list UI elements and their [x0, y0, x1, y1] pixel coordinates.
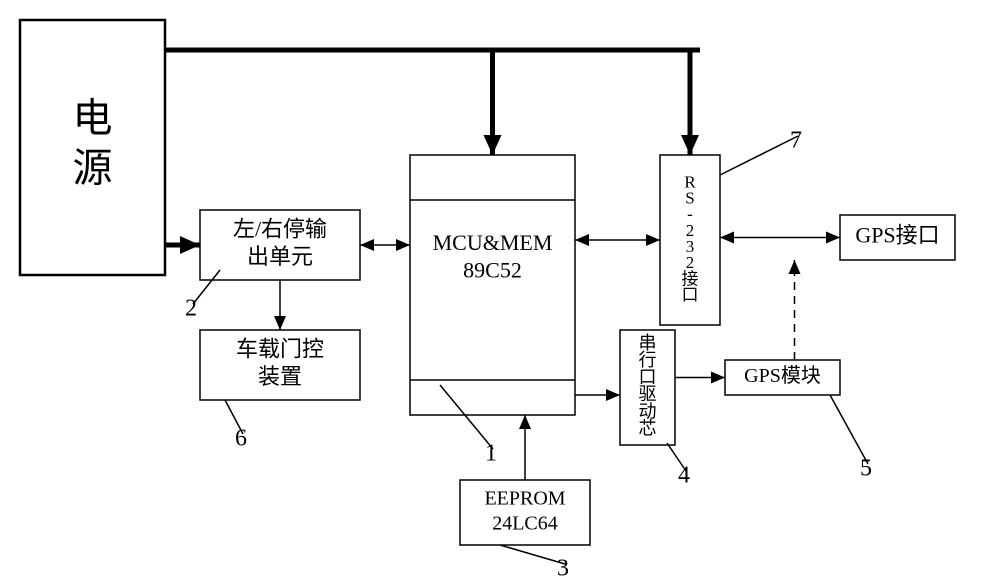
label-n4: 4	[678, 463, 690, 489]
mcu-text-0: MCU&MEM	[433, 230, 553, 255]
gpsif-text-0: GPS接口	[855, 223, 939, 248]
label-n3: 3	[557, 556, 569, 582]
power-text-1: 源	[73, 146, 113, 191]
rs232-text-7: 口	[682, 285, 699, 304]
power-text-0: 电	[73, 96, 113, 141]
eeprom-text-1: 24LC64	[492, 513, 558, 535]
mcu-box	[410, 155, 575, 415]
door-text-1: 装置	[258, 364, 302, 389]
eeprom-text-0: EEPROM	[484, 488, 565, 510]
door-text-0: 车载门控	[236, 336, 324, 361]
diagram-canvas: 电源左/右停输出单元车载门控装置 MCU&MEM 89C52 EEPROM 24LC64…	[0, 0, 1000, 582]
label-n6: 6	[235, 426, 247, 452]
serial-text-5: 芯	[639, 418, 657, 438]
mcu-text-1: 89C52	[463, 258, 522, 283]
label-n2: 2	[185, 296, 197, 322]
gpsmod-text-0: GPS模块	[744, 364, 821, 387]
lrstop-text-1: 出单元	[247, 244, 313, 269]
lrstop-text-0: 左/右停输	[233, 216, 327, 241]
label-n7: 7	[790, 128, 802, 154]
label-n5: 5	[860, 456, 872, 482]
label-n1: 1	[485, 441, 497, 467]
